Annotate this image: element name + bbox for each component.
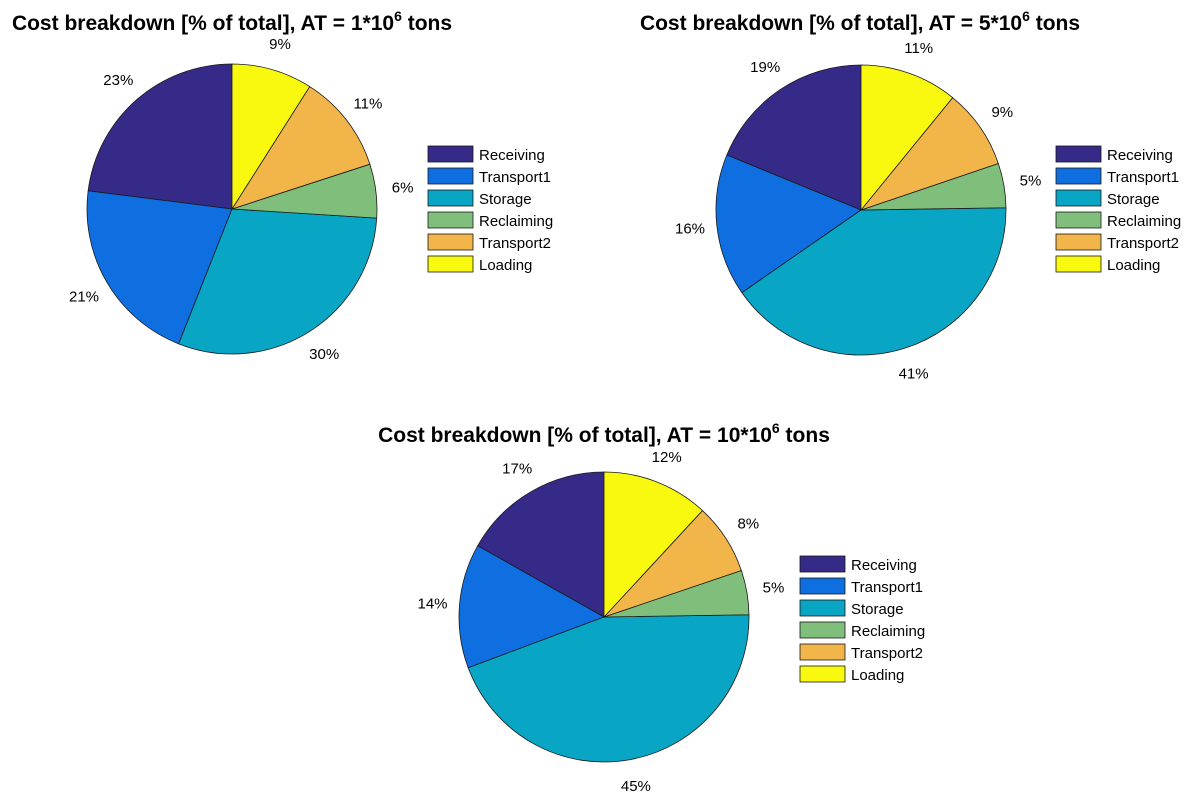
pie-chart-2: Cost breakdown [% of total], AT = 5*106 … — [640, 8, 1191, 383]
legend-swatch-storage — [1055, 189, 1102, 207]
legend-label-storage: Storage — [1107, 191, 1160, 208]
pie-slice-transport1 — [458, 545, 605, 669]
legend-swatch-transport1 — [799, 577, 846, 595]
slice-label-loading: 12% — [652, 449, 682, 466]
legend-label-transport2: Transport2 — [1107, 235, 1179, 252]
slice-label-transport1: 16% — [675, 221, 705, 238]
legend-swatch-reclaiming — [799, 621, 846, 639]
slice-label-transport2: 8% — [737, 515, 759, 532]
slice-label-loading: 9% — [269, 36, 291, 53]
legend-label-transport1: Transport1 — [1107, 169, 1179, 186]
pie-slice-transport1 — [715, 154, 862, 294]
legend-label-loading: Loading — [479, 257, 532, 274]
pie-slice-receiving — [477, 471, 605, 618]
chart-title: Cost breakdown [% of total], AT = 1*106 … — [12, 8, 452, 35]
legend-label-transport2: Transport2 — [851, 645, 923, 662]
legend-swatch-transport2 — [799, 643, 846, 661]
pie-chart-3: Cost breakdown [% of total], AT = 10*106… — [378, 420, 935, 795]
legend-swatch-reclaiming — [1055, 211, 1102, 229]
slice-label-transport2: 11% — [353, 96, 382, 113]
legend-swatch-receiving — [1055, 145, 1102, 163]
legend-label-loading: Loading — [851, 667, 904, 684]
slice-label-reclaiming: 5% — [763, 580, 785, 597]
legend: Receiving Transport1 Storage Reclaiming Tran… — [423, 141, 563, 279]
legend-box — [423, 141, 563, 279]
legend-swatch-loading — [1055, 255, 1102, 273]
pie-slice-receiving — [726, 64, 862, 211]
pie-slice-loading — [860, 64, 954, 212]
pie-slice-transport2 — [231, 86, 371, 210]
pie-chart-1: Cost breakdown [% of total], AT = 1*106 … — [12, 8, 563, 363]
slice-label-storage: 30% — [309, 346, 339, 363]
chart-title: Cost breakdown [% of total], AT = 5*106 … — [640, 8, 1080, 35]
slice-label-loading: 11% — [904, 40, 933, 57]
legend-swatch-loading — [799, 665, 846, 683]
legend-swatch-receiving — [799, 555, 846, 573]
chart-title: Cost breakdown [% of total], AT = 10*106… — [378, 420, 830, 447]
legend-swatch-loading — [427, 255, 474, 273]
legend-swatch-storage — [799, 599, 846, 617]
legend-label-storage: Storage — [851, 601, 904, 618]
legend-swatch-receiving — [427, 145, 474, 163]
legend-swatch-transport2 — [1055, 233, 1102, 251]
slice-label-storage: 45% — [621, 778, 651, 795]
pie-slice-receiving — [87, 63, 233, 210]
legend: Receiving Transport1 Storage Reclaiming Tran… — [795, 551, 935, 689]
pie-slice-storage — [467, 614, 750, 763]
legend-swatch-transport1 — [427, 167, 474, 185]
legend-label-reclaiming: Reclaiming — [479, 213, 553, 230]
legend-swatch-reclaiming — [427, 211, 474, 229]
legend-label-transport1: Transport1 — [479, 169, 551, 186]
slice-label-reclaiming: 6% — [392, 179, 414, 196]
legend-label-loading: Loading — [1107, 257, 1160, 274]
legend-label-transport2: Transport2 — [479, 235, 551, 252]
legend-swatch-storage — [427, 189, 474, 207]
slice-label-receiving: 17% — [502, 461, 532, 478]
legend-label-transport1: Transport1 — [851, 579, 923, 596]
pie-slice-loading — [231, 63, 311, 211]
slice-label-transport1: 14% — [417, 596, 447, 613]
legend-swatch-transport2 — [427, 233, 474, 251]
slice-label-transport2: 9% — [991, 104, 1013, 121]
legend-label-reclaiming: Reclaiming — [1107, 213, 1181, 230]
legend-swatch-transport1 — [1055, 167, 1102, 185]
legend: Receiving Transport1 Storage Reclaiming Tran… — [1051, 141, 1191, 279]
legend-box — [1051, 141, 1191, 279]
pie-slice-transport1 — [86, 190, 233, 345]
legend-label-receiving: Receiving — [851, 557, 917, 574]
slice-label-transport1: 21% — [69, 289, 99, 306]
pie-slice-storage — [178, 208, 378, 355]
pie-slice-transport2 — [859, 97, 999, 211]
legend-label-receiving: Receiving — [1107, 147, 1173, 164]
legend-box — [795, 551, 935, 689]
slice-label-storage: 41% — [899, 366, 929, 383]
pie-slice-loading — [603, 471, 704, 619]
legend-label-receiving: Receiving — [479, 147, 545, 164]
legend-label-storage: Storage — [479, 191, 532, 208]
pie-slice-storage — [741, 207, 1007, 356]
slice-label-reclaiming: 5% — [1020, 173, 1042, 190]
legend-label-reclaiming: Reclaiming — [851, 623, 925, 640]
slice-label-receiving: 23% — [103, 72, 133, 89]
slice-label-receiving: 19% — [750, 59, 780, 76]
